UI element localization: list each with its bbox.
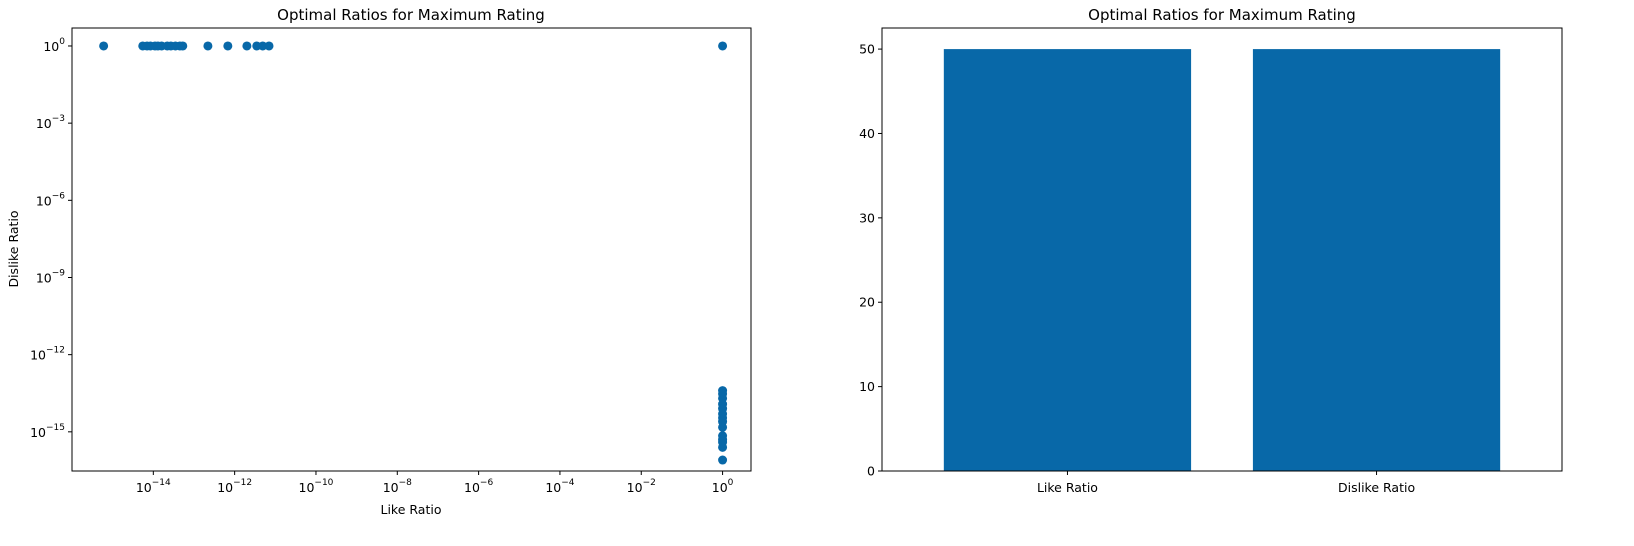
scatter-x-tick-exponent: −10 — [314, 478, 333, 488]
scatter-point — [203, 41, 213, 51]
bar-x-ticks: Like Ratio Dislike Ratio — [1037, 471, 1415, 495]
scatter-x-tick-base: 10 — [299, 480, 315, 495]
scatter-x-tick-base: 10 — [136, 480, 152, 495]
scatter-x-tick-exponent: −6 — [480, 478, 494, 488]
scatter-x-tick-exponent: −2 — [643, 478, 656, 488]
scatter-y-axis-label: Dislike Ratio — [6, 210, 21, 287]
scatter-y-tick-base: 10 — [43, 39, 59, 54]
bar-y-ticks: 0 10 20 30 40 50 — [859, 42, 882, 479]
scatter-point — [99, 41, 109, 51]
bar — [943, 49, 1192, 471]
scatter-x-tick-base: 10 — [712, 480, 728, 495]
scatter-x-tick-label: 10−10 — [299, 478, 334, 495]
scatter-x-tick-base: 10 — [217, 480, 233, 495]
scatter-axes-frame — [71, 27, 752, 472]
scatter-point — [178, 41, 188, 51]
scatter-y-tick-exponent: 0 — [59, 37, 65, 47]
scatter-y-tick-exponent: −6 — [52, 191, 66, 201]
bar — [1252, 49, 1501, 471]
scatter-x-tick-exponent: −12 — [233, 478, 252, 488]
scatter-y-tick-label: 10−12 — [30, 346, 65, 363]
scatter-y-tick-label: 10−3 — [36, 114, 65, 131]
scatter-point — [718, 442, 728, 452]
scatter-point — [718, 41, 728, 51]
scatter-x-tick-base: 10 — [464, 480, 480, 495]
scatter-y-tick-label: 10−15 — [30, 423, 65, 440]
scatter-x-tick-label: 10−14 — [136, 478, 171, 495]
scatter-x-tick-base: 10 — [545, 480, 561, 495]
scatter-x-tick-label: 10−4 — [545, 478, 574, 495]
scatter-y-tick-exponent: −12 — [46, 346, 65, 356]
scatter-x-tick-exponent: −14 — [152, 478, 171, 488]
bar-y-tick-label: 30 — [859, 210, 875, 225]
scatter-y-tick-base: 10 — [36, 116, 52, 131]
bar-title: Optimal Ratios for Maximum Rating — [1088, 6, 1356, 24]
scatter-x-tick-label: 10−12 — [217, 478, 252, 495]
bar-y-tick-label: 10 — [859, 379, 875, 394]
scatter-y-tick-label: 100 — [43, 37, 65, 54]
scatter-point — [718, 422, 728, 432]
scatter-x-tick-exponent: −8 — [399, 478, 413, 488]
scatter-title: Optimal Ratios for Maximum Rating — [277, 6, 545, 24]
bar-x-tick-label: Like Ratio — [1037, 480, 1098, 495]
scatter-x-tick-label: 10−2 — [627, 478, 656, 495]
scatter-x-tick-label: 10−6 — [464, 478, 493, 495]
scatter-x-tick-base: 10 — [627, 480, 643, 495]
scatter-point — [718, 455, 728, 465]
bar-y-tick-label: 20 — [859, 295, 875, 310]
scatter-x-tick-label: 100 — [712, 478, 734, 495]
scatter-y-tick-base: 10 — [30, 348, 46, 363]
scatter-y-tick-base: 10 — [30, 425, 46, 440]
scatter-y-tick-label: 10−6 — [36, 191, 65, 208]
scatter-point — [223, 41, 233, 51]
bar-x-tick-label: Dislike Ratio — [1338, 480, 1415, 495]
scatter-points — [99, 41, 728, 465]
scatter-x-tick-exponent: −4 — [561, 478, 575, 488]
scatter-x-tick-base: 10 — [383, 480, 399, 495]
bar-y-tick-label: 50 — [859, 42, 875, 57]
scatter-chart: Optimal Ratios for Maximum Rating 10−151… — [6, 6, 752, 517]
scatter-y-tick-label: 10−9 — [36, 268, 65, 285]
scatter-x-ticks: 10−14 10−12 10−10 10−8 10−6 10−4 10−2 100 — [136, 471, 734, 495]
bar-axes-frame — [881, 27, 1563, 472]
scatter-point — [242, 41, 252, 51]
scatter-point — [264, 41, 274, 51]
bar-chart: Optimal Ratios for Maximum Rating 0 10 20 3… — [859, 6, 1563, 495]
scatter-x-tick-label: 10−8 — [383, 478, 412, 495]
scatter-y-tick-exponent: −9 — [52, 268, 66, 278]
scatter-x-tick-exponent: 0 — [728, 478, 734, 488]
bar-bars — [943, 49, 1501, 471]
scatter-point — [258, 41, 268, 51]
scatter-x-axis-label: Like Ratio — [381, 502, 442, 517]
scatter-y-tick-exponent: −15 — [46, 423, 65, 433]
scatter-y-tick-exponent: −3 — [52, 114, 65, 124]
bar-y-tick-label: 0 — [867, 464, 875, 479]
scatter-y-tick-base: 10 — [36, 270, 52, 285]
scatter-y-tick-base: 10 — [36, 193, 52, 208]
bar-y-tick-label: 40 — [859, 126, 875, 141]
